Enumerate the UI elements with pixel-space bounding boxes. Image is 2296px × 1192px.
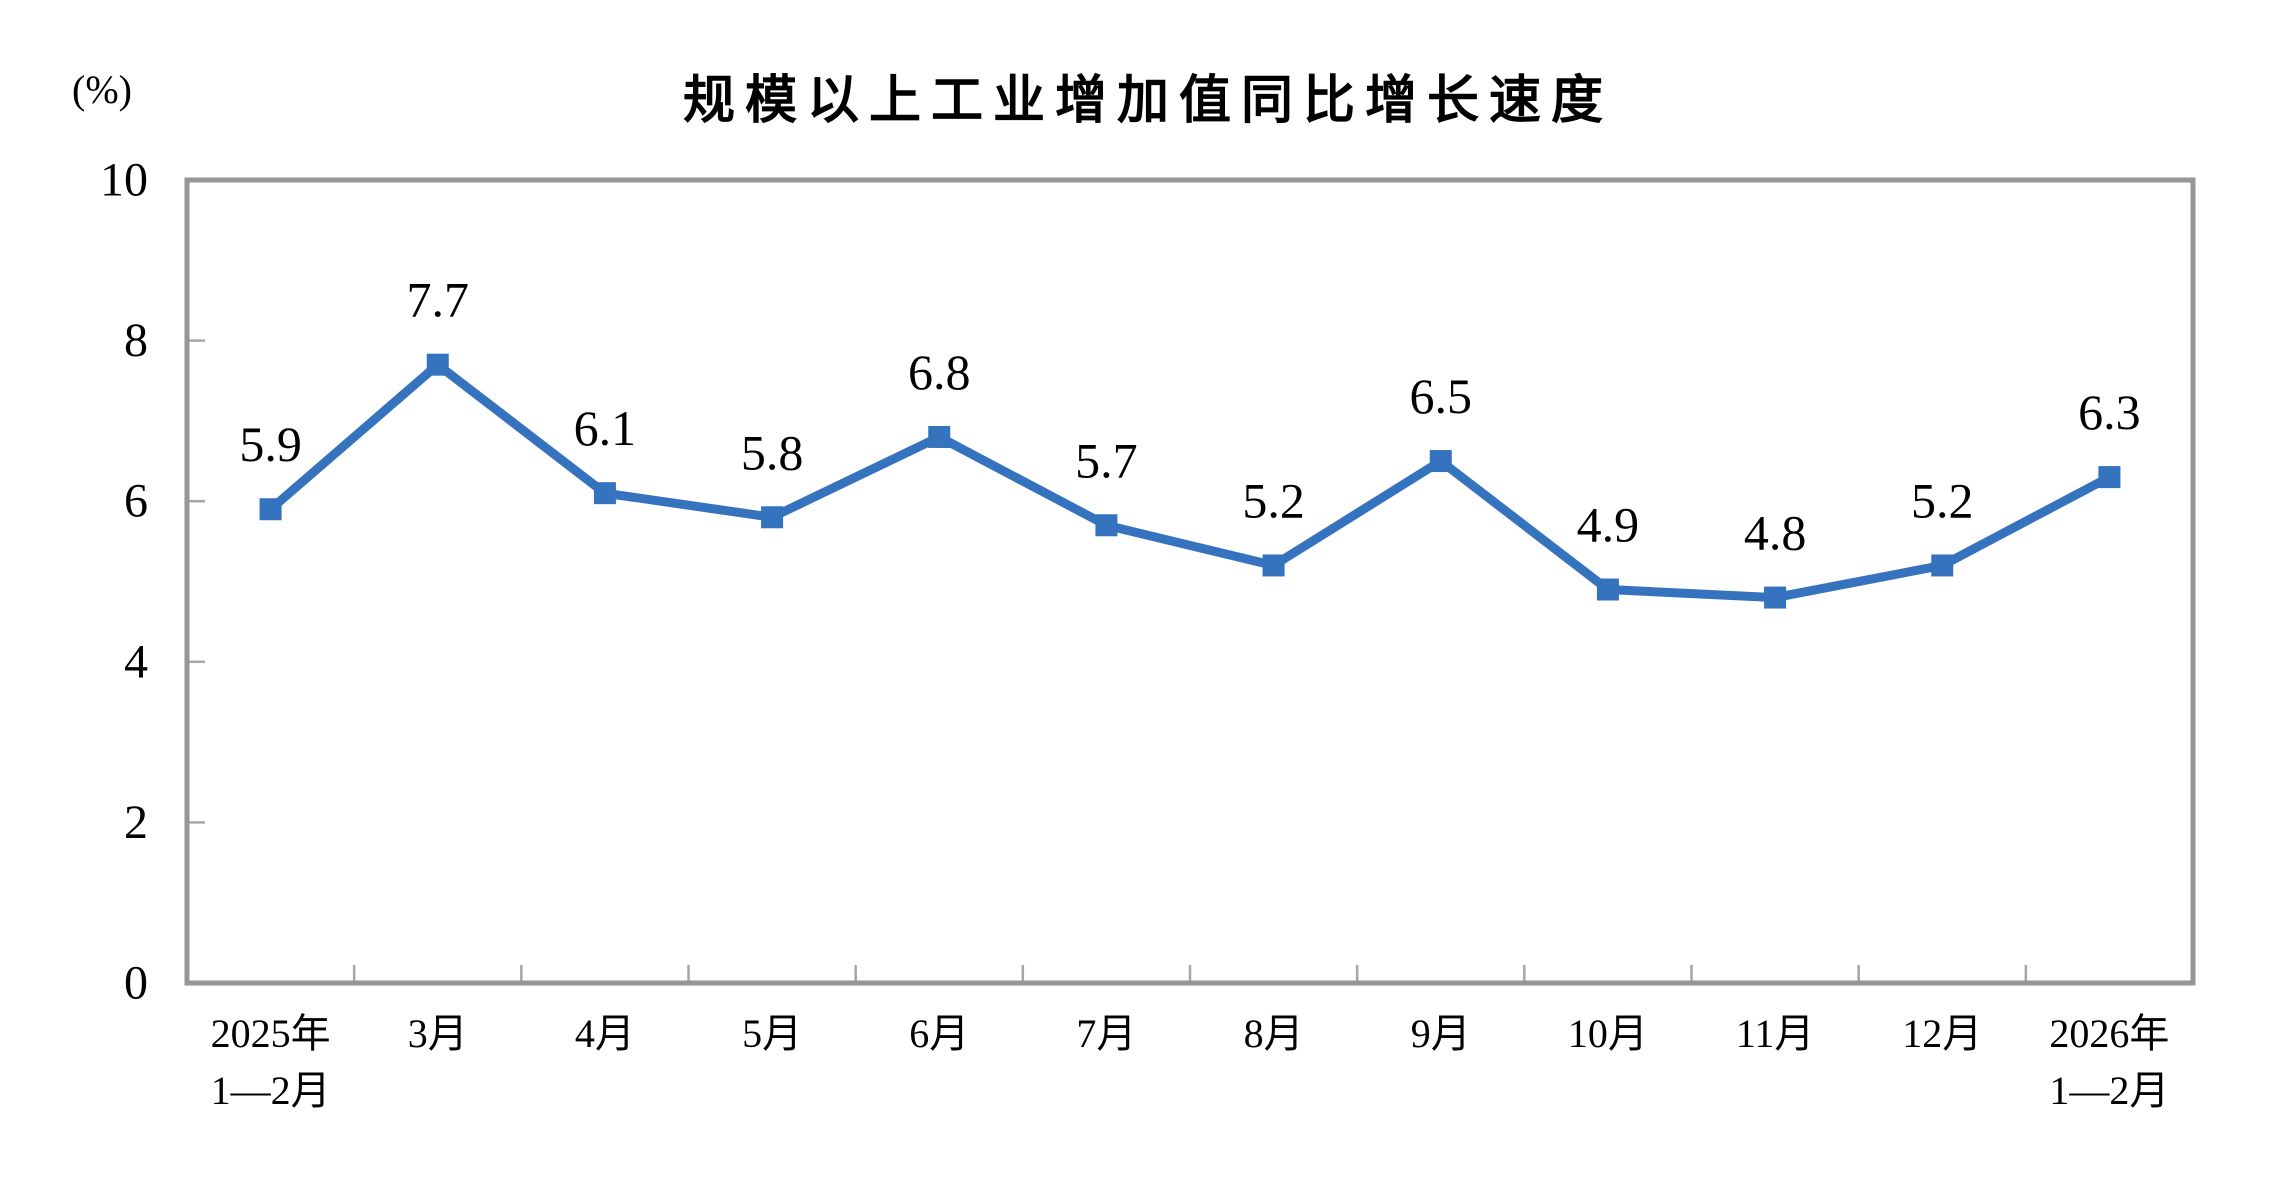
y-axis-tick-label: 0 [124, 957, 148, 1010]
x-axis-category-label: 5月 [742, 1011, 802, 1056]
data-point-label: 6.5 [1410, 368, 1473, 424]
plot-border [184, 177, 2196, 986]
data-point-label: 4.9 [1577, 497, 1640, 553]
data-point-marker [1262, 554, 1285, 577]
data-point-marker [2098, 466, 2121, 489]
data-point-marker [1596, 578, 1619, 601]
data-point-marker [1931, 554, 1954, 577]
y-axis-tick-label: 4 [124, 635, 148, 688]
data-point-label: 6.3 [2078, 384, 2141, 440]
data-point-marker [1429, 450, 1452, 473]
data-point-marker [1764, 586, 1787, 609]
x-axis-category-label: 2025年 [211, 1011, 331, 1056]
x-axis-category-label: 3月 [408, 1011, 468, 1056]
data-point-marker [426, 353, 449, 376]
data-point-label: 5.8 [741, 424, 804, 480]
data-point-label: 7.7 [407, 272, 470, 328]
data-point-label: 5.7 [1075, 432, 1138, 488]
data-point-label: 6.8 [908, 344, 971, 400]
x-axis-category-label: 12月 [1902, 1011, 1982, 1056]
data-point-marker [1095, 514, 1118, 537]
y-axis-tick-label: 2 [124, 796, 148, 849]
x-axis-category-label: 10月 [1568, 1011, 1648, 1056]
chart-title: 规模以上工业增加值同比增长速度 [682, 72, 1613, 130]
data-point-label: 6.1 [574, 400, 637, 456]
y-axis-tick-label: 10 [100, 154, 148, 207]
x-axis-category-label: 6月 [909, 1011, 969, 1056]
data-point-label: 5.2 [1242, 472, 1305, 528]
x-axis-category-label: 1—2月 [2049, 1068, 2169, 1113]
x-axis-category-label: 7月 [1076, 1011, 1136, 1056]
data-point-marker [259, 498, 282, 521]
x-axis-category-label: 2026年 [2049, 1011, 2169, 1056]
x-axis-category-label: 9月 [1411, 1011, 1471, 1056]
y-axis-tick-label: 8 [124, 314, 148, 367]
data-point-marker [593, 482, 616, 505]
x-axis-category-label: 11月 [1736, 1011, 1815, 1056]
x-axis-category-label: 1—2月 [211, 1068, 331, 1113]
data-point-marker [761, 506, 784, 529]
series-line [267, 358, 2112, 603]
y-axis-unit-label: (%) [72, 67, 132, 112]
data-point-label: 5.9 [239, 416, 302, 472]
data-point-marker [928, 425, 951, 448]
y-axis-tick-label: 6 [124, 475, 148, 528]
data-point-label: 4.8 [1744, 505, 1807, 561]
x-axis-category-label: 8月 [1244, 1011, 1304, 1056]
data-point-label: 5.2 [1911, 472, 1974, 528]
x-axis-category-label: 4月 [575, 1011, 635, 1056]
